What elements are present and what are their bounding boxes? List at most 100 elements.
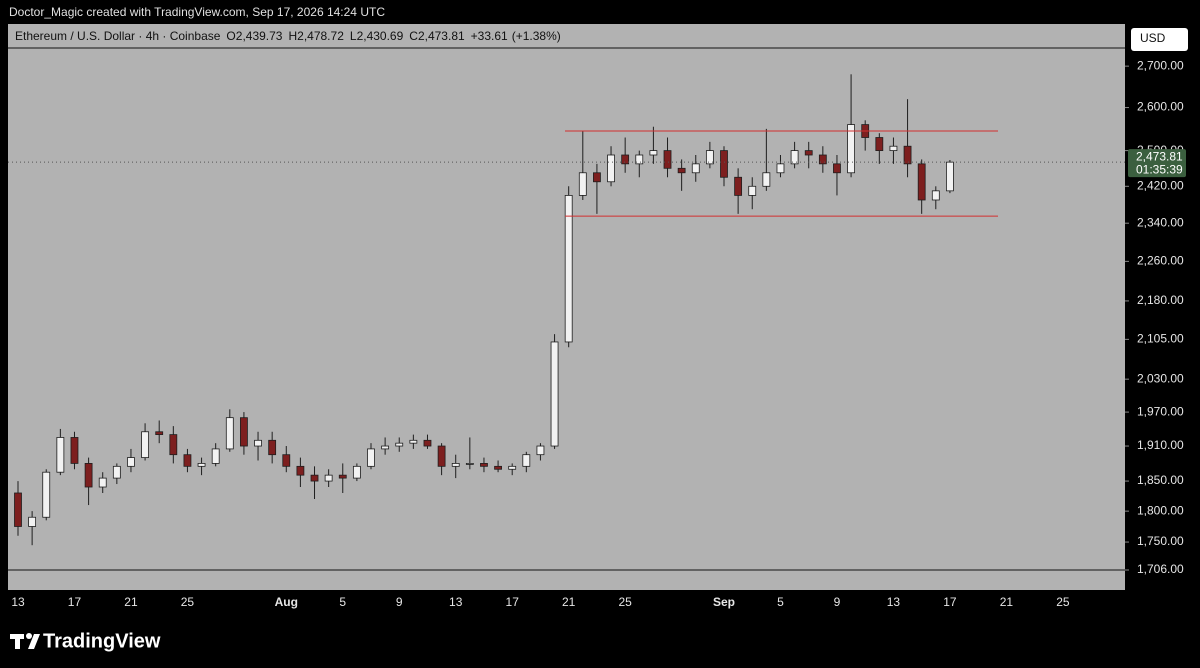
currency-label: USD — [1140, 31, 1166, 45]
candle-body — [183, 454, 192, 467]
candle-body — [352, 465, 361, 479]
candle-body — [522, 454, 531, 467]
logo — [10, 633, 40, 649]
x-tick-label: 17 — [943, 595, 957, 609]
ohlc-prefix: H — [288, 29, 297, 43]
candle-body — [395, 442, 404, 447]
x-tick-label: 13 — [449, 595, 463, 609]
candle-body — [663, 150, 672, 169]
candle-body — [691, 163, 700, 174]
candle-body — [437, 445, 446, 467]
y-tick-label: 2,030.00 — [1137, 371, 1184, 385]
candle-body — [225, 417, 234, 450]
candle-body — [705, 150, 714, 165]
candle-body — [465, 463, 474, 465]
candle-body — [607, 154, 615, 183]
x-tick-label: 5 — [339, 595, 346, 609]
credit: Doctor_Magic created with TradingView.co… — [9, 5, 385, 19]
ohlc-value: 2,473.81 — [418, 29, 465, 43]
ohlc-prefix: L — [350, 29, 357, 43]
candle-body — [776, 163, 785, 174]
candle-body — [804, 150, 813, 156]
last-price-box — [1128, 149, 1186, 178]
candle-body — [564, 195, 573, 343]
y-tick-label: 1,800.00 — [1137, 503, 1184, 517]
x-tick-label: 25 — [1056, 595, 1070, 609]
x-tick-label: 21 — [562, 595, 576, 609]
candle-body — [621, 154, 630, 165]
y-tick-label: 2,340.00 — [1137, 215, 1184, 229]
candle-body — [593, 172, 601, 183]
x-tick-label: 25 — [181, 595, 195, 609]
candle-body — [790, 150, 799, 165]
candle-body — [169, 434, 178, 456]
ohlc-prefix: O — [226, 29, 235, 43]
candle-body — [254, 439, 262, 447]
x-tick-label: 21 — [124, 595, 138, 609]
candle-body — [578, 172, 587, 196]
last-price-label: 2,473.81 — [1136, 149, 1183, 163]
candle-body — [720, 150, 728, 178]
candle-body — [310, 474, 319, 482]
candle-body — [762, 172, 771, 187]
candle-body — [324, 474, 333, 482]
y-tick-label: 1,850.00 — [1137, 473, 1184, 487]
candle-body — [649, 150, 658, 156]
candle-body — [282, 454, 291, 467]
x-tick-label: Aug — [275, 595, 298, 609]
candle-body — [14, 492, 22, 527]
x-tick-label: Sep — [713, 595, 735, 609]
candle-body — [84, 463, 93, 488]
ohlc-value: 2,439.73 — [236, 29, 283, 43]
candle-body — [197, 463, 206, 467]
candle-body — [367, 448, 375, 467]
candle-body — [734, 176, 743, 196]
ohlc-prefix: C — [409, 29, 418, 43]
y-tick-label: 1,706.00 — [1137, 562, 1184, 576]
x-tick-label: 5 — [777, 595, 784, 609]
watermark: TradingView — [43, 630, 161, 652]
y-tick-label: 2,180.00 — [1137, 293, 1184, 307]
candle-body — [748, 185, 757, 196]
y-tick-label: 2,700.00 — [1137, 58, 1184, 72]
y-tick-label: 2,420.00 — [1137, 178, 1184, 192]
candle-body — [818, 154, 827, 165]
x-tick-label: 25 — [618, 595, 632, 609]
y-tick-label: 2,600.00 — [1137, 100, 1184, 114]
candle-body — [338, 474, 347, 479]
candle-body — [98, 477, 107, 488]
candle-body — [56, 437, 65, 473]
candle-body — [946, 161, 954, 192]
candle-body — [677, 167, 686, 174]
y-tick-label: 1,970.00 — [1137, 404, 1184, 418]
countdown: 01:35:39 — [1136, 162, 1183, 176]
candle-body — [112, 465, 121, 479]
currency-button[interactable] — [1131, 28, 1188, 51]
y-tick-label: 1,750.00 — [1137, 534, 1184, 548]
candle-body — [635, 154, 644, 165]
y-tick-label: 2,105.00 — [1137, 332, 1184, 346]
candle-body — [833, 163, 841, 174]
x-tick-label: 9 — [396, 595, 403, 609]
x-tick-label: 13 — [11, 595, 25, 609]
candle-body — [211, 448, 220, 464]
x-tick-label: 9 — [834, 595, 841, 609]
candle-body — [903, 145, 912, 165]
candle-body — [381, 445, 390, 450]
candle-body — [917, 163, 926, 201]
symbol: Ethereum / U.S. Dollar · 4h · Coinbase — [15, 29, 221, 43]
y-tick-label: 1,910.00 — [1137, 438, 1184, 452]
candle-body — [480, 463, 488, 467]
header-legend: Ethereum / U.S. Dollar · 4h · Coinbase O2… — [15, 29, 561, 43]
x-tick-label: 17 — [68, 595, 82, 609]
candle-body — [536, 445, 545, 456]
ohlc-value: 2,478.72 — [297, 29, 344, 43]
candle-body — [268, 439, 277, 456]
candle-body — [508, 465, 517, 470]
x-tick-label: 21 — [1000, 595, 1014, 609]
candle-body — [28, 516, 37, 527]
candle-body — [127, 457, 135, 467]
candle-body — [296, 465, 305, 476]
